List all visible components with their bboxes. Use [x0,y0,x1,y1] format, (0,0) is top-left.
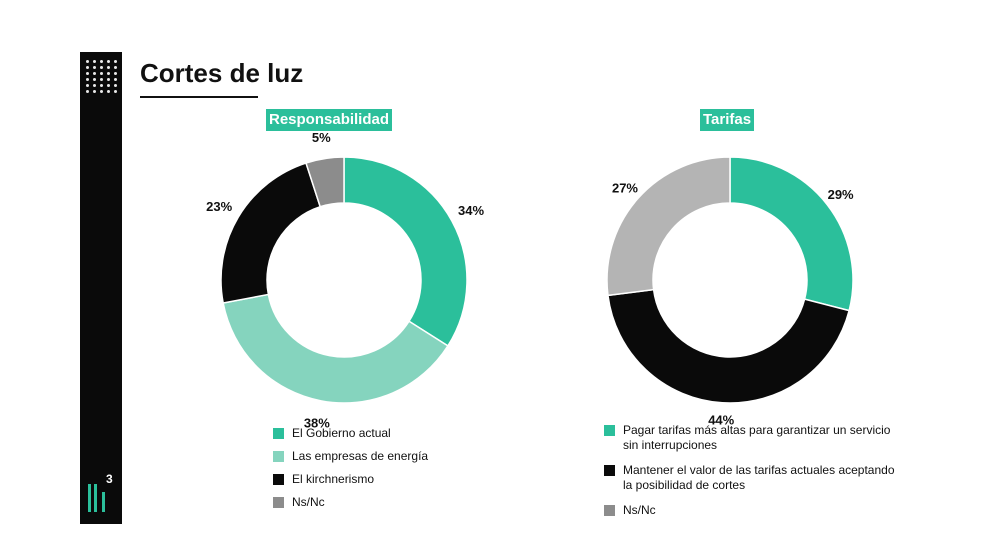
legend-label: Ns/Nc [623,503,656,517]
slice-tarifas-ns-nc [606,156,731,297]
legend-label: El kirchnerismo [292,472,375,486]
legend-tarifas: Pagar tarifas más altas para garantizar … [604,423,904,528]
legend-swatch [273,428,284,439]
data-label-responsabilidad-el-gobierno-actual: 34% [458,203,484,218]
donut-tarifas: 29% 44% 27% [606,156,854,428]
legend-item: El Gobierno actual [273,426,428,440]
legend-item: Pagar tarifas más altas para garantizar … [604,423,904,453]
legend-swatch [273,451,284,462]
title-underline [140,96,258,98]
slice-tarifas-mantener-el-valor-de-las-tarifas-actuales-aceptando-la-posibilidad-de-cortes [607,288,851,404]
legend-swatch [273,474,284,485]
legend-label: El Gobierno actual [292,426,391,440]
legend-item: Mantener el valor de las tarifas actuale… [604,463,904,493]
legend-swatch [604,505,615,516]
data-label-responsabilidad-las-empresas-de-energia: 38% [304,415,330,430]
sidebar-bar: 3 [80,52,122,524]
legend-item: Las empresas de energía [273,449,428,463]
legend-swatch [273,497,284,508]
legend-responsabilidad: El Gobierno actual Las empresas de energí… [273,426,428,518]
legend-label: Mantener el valor de las tarifas actuale… [623,463,895,492]
slice-responsabilidad-las-empresas-de-energia [222,293,449,404]
legend-swatch [604,425,615,436]
slice-responsabilidad-ns-nc [305,156,345,208]
legend-swatch [604,465,615,476]
legend-item: El kirchnerismo [273,472,428,486]
legend-label: Las empresas de energía [292,449,429,463]
slice-responsabilidad-el-kirchnerismo [220,162,322,304]
data-label-responsabilidad-el-kirchnerismo: 23% [206,199,232,214]
data-label-responsabilidad-ns-nc: 5% [312,130,331,145]
legend-label: Pagar tarifas más altas para garantizar … [623,423,891,452]
legend-item: Ns/Nc [273,495,428,509]
slice-responsabilidad-el-gobierno-actual [343,156,468,347]
slice-tarifas-pagar-tarifas-mas-altas-para-garantizar-un-servicio-sin-interrupciones [729,156,854,312]
legend-label: Ns/Nc [292,495,325,509]
donut-responsabilidad: 34% 38% 23% 5% [206,130,484,431]
page-title: Cortes de luz [140,58,304,88]
brand-logo: 3 [86,472,116,512]
data-label-tarifas-ns-nc: 27% [612,180,638,195]
chart-title-responsabilidad: Responsabilidad [266,109,393,131]
logo-superscript: 3 [106,472,113,486]
chart-title-tarifas: Tarifas [700,109,755,131]
data-label-tarifas-pagar-tarifas-mas-altas-para-garantizar-un-servicio-sin-interrupciones: 29% [828,187,854,202]
legend-item: Ns/Nc [604,503,904,518]
dot-grid-icon [86,60,117,93]
data-label-tarifas-mantener-el-valor-de-las-tarifas-actuales-aceptando-la-posibilidad-de-cortes: 44% [708,413,734,428]
